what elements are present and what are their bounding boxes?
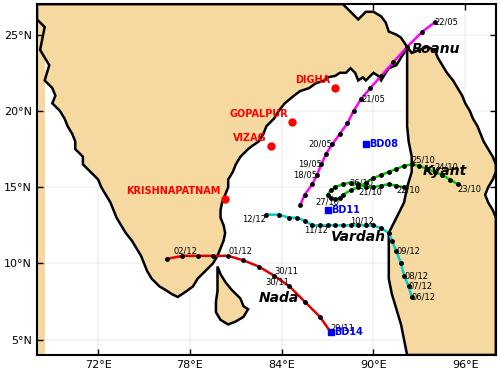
Text: 29/11: 29/11	[330, 323, 354, 332]
Text: 18/05: 18/05	[293, 171, 317, 180]
Text: 02/12: 02/12	[174, 247, 198, 256]
Text: 22/10: 22/10	[396, 186, 420, 195]
Text: GOPALPUR: GOPALPUR	[229, 108, 288, 119]
Text: Roanu: Roanu	[412, 42, 460, 56]
Text: 22/05: 22/05	[434, 18, 458, 27]
Text: 24/10: 24/10	[434, 163, 458, 172]
Text: 30/11: 30/11	[274, 267, 298, 276]
Text: 11/12: 11/12	[304, 225, 328, 234]
Text: 08/12: 08/12	[404, 271, 428, 280]
Text: 27/10: 27/10	[316, 198, 340, 207]
Polygon shape	[37, 4, 407, 297]
Text: 19/05: 19/05	[298, 160, 322, 169]
Text: BD08: BD08	[369, 140, 398, 150]
Text: 07/12: 07/12	[408, 282, 432, 291]
Polygon shape	[37, 4, 44, 355]
Text: 10/12: 10/12	[350, 216, 374, 225]
Text: VIZAG: VIZAG	[233, 133, 266, 143]
Text: BD11: BD11	[330, 205, 360, 215]
Text: Kyant: Kyant	[422, 164, 467, 178]
Polygon shape	[216, 267, 248, 325]
Text: 23/10: 23/10	[458, 184, 481, 193]
Text: DIGHA: DIGHA	[296, 75, 330, 85]
Text: 12/12: 12/12	[242, 215, 266, 224]
Text: 09/12: 09/12	[396, 247, 420, 256]
Polygon shape	[389, 47, 496, 355]
Text: 06/12: 06/12	[412, 292, 436, 301]
Text: Vardah: Vardah	[330, 230, 386, 243]
Text: 01/12: 01/12	[228, 247, 252, 256]
Text: BD14: BD14	[334, 327, 362, 337]
Text: Nada: Nada	[259, 291, 299, 304]
Text: 30/11: 30/11	[266, 278, 289, 286]
Text: 20/05: 20/05	[308, 140, 332, 149]
Text: 25/10: 25/10	[412, 155, 436, 164]
Text: 21/10: 21/10	[358, 187, 382, 196]
Text: 21/05: 21/05	[362, 94, 385, 103]
Text: 26/10: 26/10	[350, 178, 374, 187]
Text: KRISHNAPATNAM: KRISHNAPATNAM	[126, 186, 220, 196]
